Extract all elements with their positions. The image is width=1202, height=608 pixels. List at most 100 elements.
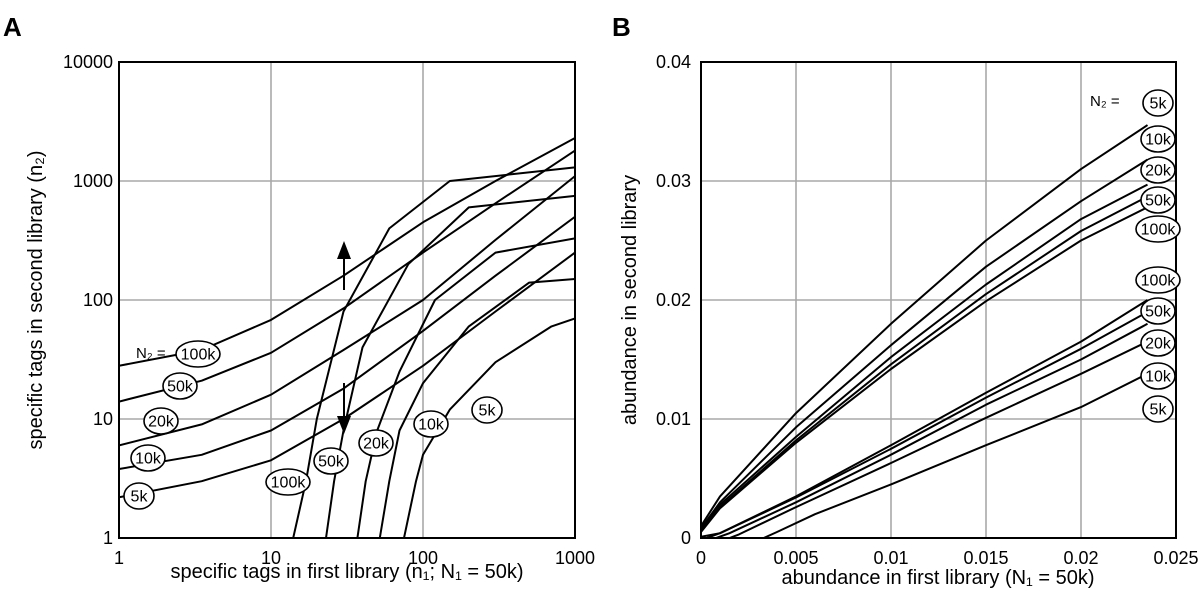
a-lower-label-100k: 100k <box>265 468 311 496</box>
b-lower-label-5k-circle <box>1142 395 1174 423</box>
b-upper-label-5k: 5k <box>1142 89 1174 117</box>
a-upper-label-10k: 10k <box>130 444 166 472</box>
b-lower-label-10k-text: 10k <box>1145 369 1172 386</box>
b-upper-label-20k-text: 20k <box>1145 163 1172 180</box>
b-lower-label-5k: 5k <box>1142 395 1174 423</box>
b-y-tick-label: 0.04 <box>656 52 691 72</box>
b-plot-frame <box>700 61 1177 539</box>
a-curves <box>119 137 575 538</box>
b-n2-annotation: N₂ = <box>1090 93 1120 110</box>
b-x-tick-label: 0.005 <box>773 548 818 568</box>
b-upper-label-5k-text: 5k <box>1150 96 1168 113</box>
a-lower-label-100k-circle <box>265 468 311 496</box>
a-upper-label-10k-text: 10k <box>135 451 162 468</box>
a-y-tick-label: 1000 <box>73 171 113 191</box>
b-lower-label-100k-text: 100k <box>1141 273 1177 290</box>
b-x-tick-label: 0.02 <box>1063 548 1098 568</box>
b-upper-label-50k-circle <box>1140 186 1176 214</box>
b-x-tick-label: 0.025 <box>1153 548 1198 568</box>
a-lower-series-10k <box>378 278 575 538</box>
a-n2-annotation: N₂ = <box>136 345 166 362</box>
a-lower-label-5k: 5k <box>471 396 503 424</box>
a-y-axis-title: specific tags in second library (n₂) <box>25 151 47 450</box>
a-upper-label-20k-circle <box>143 407 179 435</box>
b-y-tick-label: 0 <box>681 528 691 548</box>
b-upper-label-50k-text: 50k <box>1145 193 1172 210</box>
b-upper-label-10k-text: 10k <box>1145 132 1172 149</box>
a-lower-label-20k-circle <box>358 429 394 457</box>
b-upper-label-20k-circle <box>1140 156 1176 184</box>
a-upper-label-5k: 5k <box>123 482 155 510</box>
a-x-tick-label: 10 <box>261 548 281 568</box>
a-upper-label-50k-circle <box>162 372 198 400</box>
a-upper-label-5k-text: 5k <box>131 489 149 506</box>
b-lower-label-100k: 100k <box>1135 266 1181 294</box>
panel-b-letter: B <box>612 12 631 42</box>
b-y-axis-title: abundance in second library <box>619 175 641 425</box>
b-upper-label-20k: 20k <box>1140 156 1176 184</box>
a-lower-label-20k: 20k <box>358 429 394 457</box>
b-lower-series-5k <box>763 372 1148 538</box>
b-x-tick-label: 0 <box>696 548 706 568</box>
a-arrow-up-head <box>337 241 351 259</box>
a-x-axis-title: specific tags in first library (n₁; N₁ =… <box>170 561 523 583</box>
a-lower-label-5k-circle <box>471 396 503 424</box>
b-lower-label-20k: 20k <box>1140 329 1176 357</box>
a-x-tick-label: 1000 <box>555 548 595 568</box>
panel-a-letter: A <box>3 12 22 42</box>
a-lower-series-20k <box>356 237 575 538</box>
b-y-tick-label: 0.03 <box>656 171 691 191</box>
b-upper-series-5k <box>701 124 1149 527</box>
b-x-tick-label: 0.015 <box>963 548 1008 568</box>
b-x-axis-title: abundance in first library (N₁ = 50k) <box>782 567 1095 589</box>
b-upper-series-10k <box>701 158 1149 530</box>
b-curves <box>701 124 1149 538</box>
a-upper-series-20k <box>119 175 575 447</box>
a-upper-label-10k-circle <box>130 444 166 472</box>
a-lower-label-10k: 10k <box>413 410 449 438</box>
a-lower-label-100k-text: 100k <box>271 475 307 492</box>
a-lower-series-100k <box>292 166 575 538</box>
a-y-tick-label: 10000 <box>63 52 113 72</box>
a-lower-series-5k <box>403 317 575 538</box>
b-lower-series-50k <box>706 311 1148 538</box>
b-lower-series-10k <box>729 340 1148 538</box>
a-upper-series-50k <box>119 149 575 403</box>
b-lower-label-50k: 50k <box>1140 297 1176 325</box>
panel-a: 1 10 100 1000 1 10 100 1000 10000 N₂ = 100k 50k 20k 1… <box>25 52 595 583</box>
b-upper-label-50k: 50k <box>1140 186 1176 214</box>
a-upper-label-100k: 100k <box>175 340 221 368</box>
b-lower-label-50k-text: 50k <box>1145 304 1172 321</box>
b-lower-label-50k-circle <box>1140 297 1176 325</box>
a-upper-label-20k: 20k <box>143 407 179 435</box>
a-upper-label-5k-circle <box>123 482 155 510</box>
a-plot-frame <box>118 61 576 539</box>
a-y-tick-label: 10 <box>93 409 113 429</box>
a-x-tick-label: 100 <box>408 548 438 568</box>
b-lower-label-20k-circle <box>1140 329 1176 357</box>
b-upper-label-10k: 10k <box>1140 125 1176 153</box>
a-lower-series-50k <box>325 194 575 538</box>
b-upper-label-100k-text: 100k <box>1141 222 1177 239</box>
b-lower-label-20k-text: 20k <box>1145 336 1172 353</box>
b-y-tick-label: 0.01 <box>656 409 691 429</box>
b-lower-label-5k-text: 5k <box>1150 402 1168 419</box>
b-lower-label-100k-circle <box>1135 266 1181 294</box>
a-lower-label-20k-text: 20k <box>363 436 390 453</box>
a-x-tick-label: 1 <box>114 548 124 568</box>
b-upper-series-20k <box>701 183 1148 531</box>
a-upper-label-50k-text: 50k <box>167 379 194 396</box>
b-lower-label-10k-circle <box>1140 362 1176 390</box>
a-arrow-down-head <box>337 416 351 434</box>
a-upper-label-100k-text: 100k <box>181 347 217 364</box>
b-upper-label-5k-circle <box>1142 89 1174 117</box>
a-lower-label-10k-circle <box>413 410 449 438</box>
a-upper-label-100k-circle <box>175 340 221 368</box>
b-upper-series-100k <box>701 206 1148 533</box>
b-lower-label-10k: 10k <box>1140 362 1176 390</box>
a-upper-label-20k-text: 20k <box>148 414 175 431</box>
b-upper-label-10k-circle <box>1140 125 1176 153</box>
b-y-tick-label: 0.02 <box>656 290 691 310</box>
panel-b: 0 0.005 0.01 0.015 0.02 0.025 0 0.01 0.02 0.03 0.0… <box>619 52 1199 589</box>
